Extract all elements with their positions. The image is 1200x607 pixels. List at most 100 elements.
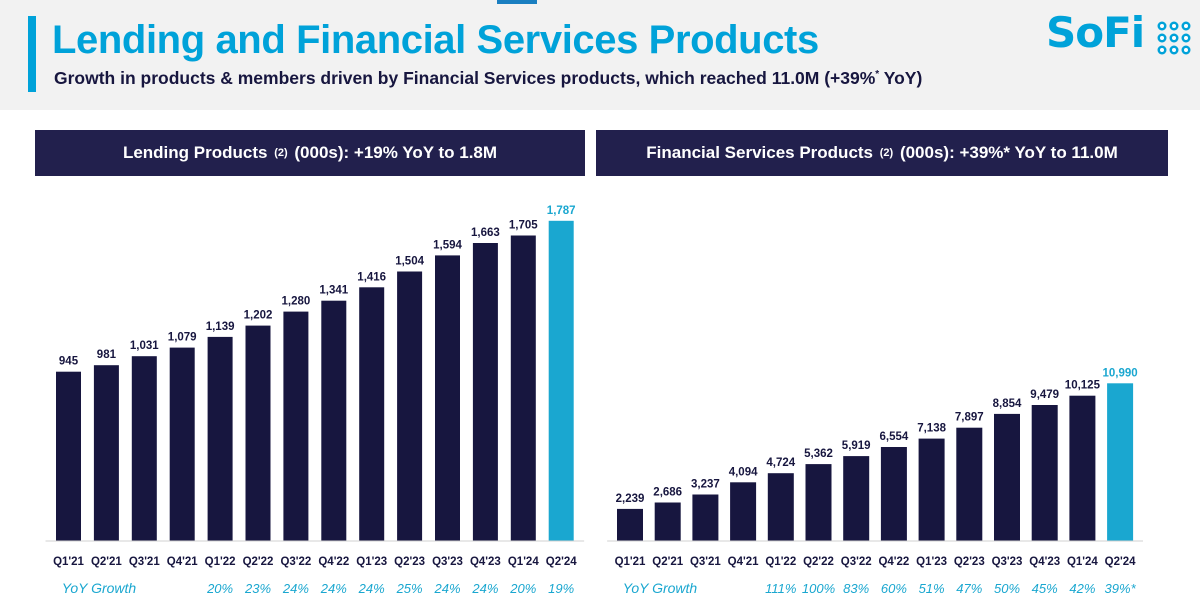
- fs-yoy-growth-label: 50%: [994, 581, 1020, 596]
- lending-category-label: Q2'21: [91, 556, 122, 568]
- subtitle-footnote-mark: *: [875, 69, 880, 81]
- lending-chart-title: Lending Products (2) (000s): +19% YoY to…: [35, 130, 585, 176]
- lending-yoy-growth-label: 24%: [433, 581, 460, 596]
- fs-value-label: 10,125: [1065, 380, 1101, 392]
- fs-bar: [730, 482, 757, 541]
- financial-services-chart: 2,239 Q1'21 2,686 Q2'21 3,237 Q3'21 4,094 Q4'21…: [607, 367, 1143, 596]
- lending-category-label: Q1'24: [508, 556, 539, 568]
- fs-bar: [805, 464, 832, 541]
- fs-value-label: 9,479: [1030, 389, 1059, 401]
- lending-value-label: 1,139: [206, 321, 235, 333]
- lending-value-label: 945: [59, 356, 79, 368]
- logo-dots-icon: [1157, 21, 1191, 55]
- fs-value-label: 7,138: [917, 423, 946, 435]
- lending-yoy-growth-label: 24%: [282, 581, 309, 596]
- subtitle-text: Growth in products & members driven by F…: [54, 68, 876, 88]
- lending-bar: [207, 336, 233, 541]
- fs-yoy-growth-label: 100%: [802, 581, 835, 596]
- lending-bar: [169, 347, 195, 541]
- lending-bar: [131, 356, 157, 541]
- lending-category-label: Q4'21: [167, 556, 198, 568]
- fs-yoy-growth-label: 83%: [843, 581, 869, 596]
- fs-category-label: Q2'23: [954, 556, 985, 568]
- fs-bar: [617, 508, 643, 541]
- lending-yoy-growth-label: 20%: [206, 581, 233, 596]
- fs-category-label: Q2'21: [652, 556, 683, 568]
- lending-category-label: Q3'23: [432, 556, 463, 568]
- fs-category-label: Q4'21: [728, 556, 759, 568]
- lending-yoy-growth-label: 24%: [358, 581, 385, 596]
- fs-bar: [994, 413, 1020, 541]
- fs-category-label: Q3'23: [992, 556, 1023, 568]
- lending-bar: [435, 255, 460, 541]
- lending-bar: [56, 371, 81, 541]
- fs-bar: [1031, 405, 1058, 541]
- lending-yoy-growth-label: 24%: [471, 581, 498, 596]
- lending-yoy-growth-title: YoY Growth: [62, 580, 137, 596]
- fs-category-label: Q2'22: [803, 556, 834, 568]
- lending-category-label: Q2'23: [394, 556, 425, 568]
- fs-title-footnote: (2): [879, 147, 894, 159]
- lending-products-chart: 945 Q1'21 981 Q2'21 1,031 Q3'21 1,079 Q4'21 1,13…: [45, 205, 585, 596]
- fs-value-label: 5,362: [804, 448, 833, 460]
- fs-yoy-growth-title: YoY Growth: [623, 580, 698, 596]
- lending-title-pre: Lending Products: [122, 143, 268, 162]
- lending-value-label: 1,705: [509, 220, 538, 232]
- fs-value-label: 2,239: [616, 493, 645, 505]
- lending-category-label: Q1'23: [356, 556, 387, 568]
- lending-bar: [548, 220, 574, 542]
- lending-category-label: Q3'21: [129, 556, 160, 568]
- lending-value-label: 981: [97, 349, 117, 361]
- lending-value-label: 1,341: [319, 285, 348, 297]
- fs-value-label: 5,919: [842, 440, 871, 452]
- fs-bar: [654, 502, 681, 541]
- fs-yoy-growth-label: 39%*: [1105, 581, 1137, 596]
- fs-category-label: Q1'22: [765, 556, 796, 568]
- lending-value-label: 1,663: [471, 227, 500, 239]
- fs-value-label: 8,854: [993, 398, 1022, 410]
- fs-yoy-growth-label: 45%: [1032, 581, 1058, 596]
- fs-category-label: Q4'22: [878, 556, 909, 568]
- lending-bar: [93, 365, 119, 541]
- fs-bar: [767, 473, 794, 541]
- lending-yoy-growth-label: 19%: [548, 581, 574, 596]
- page-title: Lending and Financial Services Products: [52, 18, 819, 62]
- logo-wordmark: SoFi: [1046, 8, 1145, 57]
- lending-yoy-growth-label: 20%: [509, 581, 536, 596]
- fs-value-label: 7,897: [955, 412, 984, 424]
- lending-category-label: Q2'22: [243, 556, 274, 568]
- lending-value-label: 1,504: [395, 256, 424, 268]
- fs-bar: [918, 438, 945, 541]
- fs-yoy-growth-label: 47%: [956, 581, 982, 596]
- fs-value-label: 4,724: [766, 457, 795, 469]
- fs-category-label: Q4'23: [1029, 556, 1060, 568]
- fs-title-pre: Financial Services Products: [646, 143, 874, 162]
- lending-value-label: 1,416: [357, 271, 386, 283]
- fs-category-label: Q3'22: [841, 556, 872, 568]
- lending-value-label: 1,031: [130, 340, 159, 352]
- fs-category-label: Q1'23: [916, 556, 947, 568]
- fs-bar: [1107, 383, 1134, 541]
- fs-value-label: 2,686: [653, 487, 682, 499]
- fs-value-label: 10,990: [1103, 367, 1138, 379]
- fs-yoy-growth-label: 42%: [1069, 581, 1095, 596]
- lending-category-label: Q4'22: [318, 556, 349, 568]
- fs-value-label: 6,554: [880, 431, 909, 443]
- lending-category-label: Q1'21: [53, 556, 84, 568]
- fs-title-post: (000s): +39%* YoY to 11.0M: [899, 143, 1118, 162]
- slide-header: Lending and Financial Services Products …: [0, 0, 1200, 110]
- lending-yoy-growth-label: 24%: [320, 581, 347, 596]
- fs-value-label: 3,237: [691, 479, 720, 491]
- fs-category-label: Q1'21: [615, 556, 646, 568]
- lending-value-label: 1,594: [433, 239, 462, 251]
- fs-bar: [1069, 395, 1096, 541]
- lending-category-label: Q3'22: [280, 556, 311, 568]
- fs-category-label: Q1'24: [1067, 556, 1098, 568]
- lending-category-label: Q4'23: [470, 556, 501, 568]
- lending-bar: [359, 287, 385, 541]
- fs-yoy-growth-label: 111%: [765, 581, 796, 596]
- fs-yoy-growth-label: 51%: [919, 581, 945, 596]
- lending-title-post: (000s): +19% YoY to 1.8M: [294, 143, 498, 162]
- lending-category-label: Q2'24: [546, 556, 577, 568]
- fs-bar: [692, 494, 719, 541]
